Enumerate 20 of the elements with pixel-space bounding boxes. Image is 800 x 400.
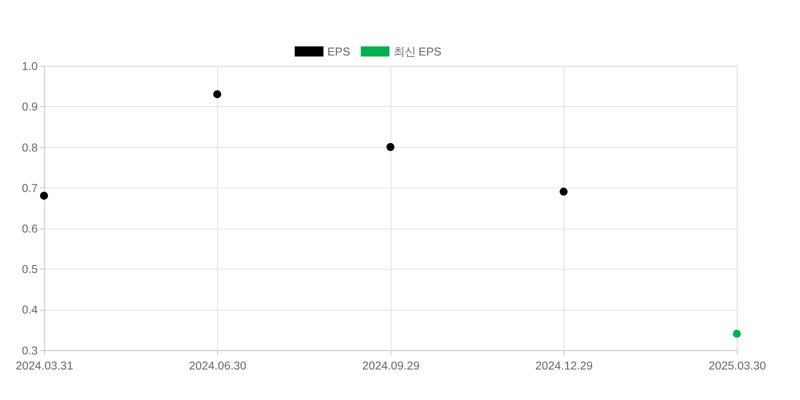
point xyxy=(732,330,741,338)
x-tick-label: 2024.12.29 xyxy=(535,360,593,373)
y-tick-label: 0.4 xyxy=(22,304,38,317)
y-tick-label: 0.9 xyxy=(22,102,38,114)
point xyxy=(213,90,222,98)
y-tick-label: 0.7 xyxy=(22,182,38,195)
legend-label: 최신 EPS xyxy=(393,46,442,58)
point xyxy=(560,188,568,196)
point xyxy=(386,143,394,151)
y-tick-label: 1.0 xyxy=(22,61,38,74)
point xyxy=(40,192,48,200)
legend-label: EPS xyxy=(327,46,351,58)
y-tick-label: 0.8 xyxy=(22,142,38,154)
x-tick-label: 2024.06.30 xyxy=(189,360,246,373)
x-tick-label: 2024.09.29 xyxy=(362,360,420,373)
y-tick-label: 0.3 xyxy=(22,345,38,358)
x-tick-label: 2025.03.30 xyxy=(708,360,766,373)
x-tick-label: 2024.03.31 xyxy=(16,360,74,373)
y-tick-label: 0.6 xyxy=(22,224,38,236)
y-tick-label: 0.5 xyxy=(22,264,38,276)
